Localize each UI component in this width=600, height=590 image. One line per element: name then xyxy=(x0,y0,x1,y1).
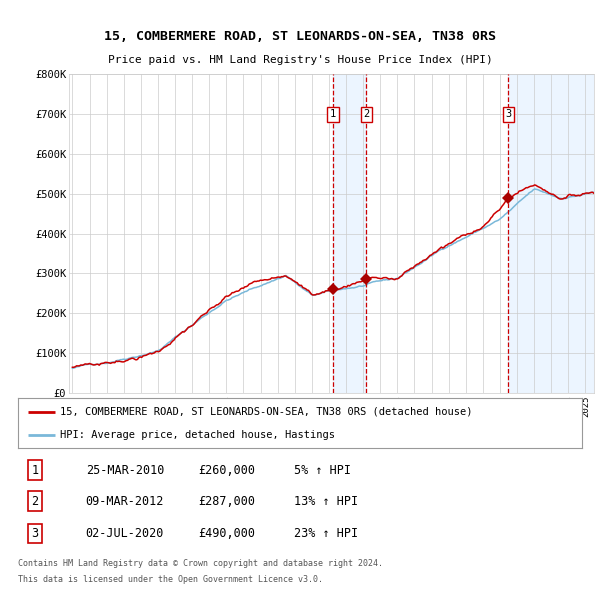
Text: 3: 3 xyxy=(31,527,38,540)
Text: This data is licensed under the Open Government Licence v3.0.: This data is licensed under the Open Gov… xyxy=(18,575,323,584)
Text: Contains HM Land Registry data © Crown copyright and database right 2024.: Contains HM Land Registry data © Crown c… xyxy=(18,559,383,568)
Text: 2: 2 xyxy=(363,109,370,119)
Text: £287,000: £287,000 xyxy=(198,494,255,508)
Text: 1: 1 xyxy=(31,464,38,477)
Text: 3: 3 xyxy=(505,109,512,119)
Text: 09-MAR-2012: 09-MAR-2012 xyxy=(86,494,164,508)
Text: 02-JUL-2020: 02-JUL-2020 xyxy=(86,527,164,540)
Text: 15, COMBERMERE ROAD, ST LEONARDS-ON-SEA, TN38 0RS: 15, COMBERMERE ROAD, ST LEONARDS-ON-SEA,… xyxy=(104,30,496,43)
Text: 15, COMBERMERE ROAD, ST LEONARDS-ON-SEA, TN38 0RS (detached house): 15, COMBERMERE ROAD, ST LEONARDS-ON-SEA,… xyxy=(60,407,473,417)
Bar xyxy=(333,74,367,393)
Text: 23% ↑ HPI: 23% ↑ HPI xyxy=(295,527,358,540)
Text: 5% ↑ HPI: 5% ↑ HPI xyxy=(295,464,352,477)
Text: HPI: Average price, detached house, Hastings: HPI: Average price, detached house, Hast… xyxy=(60,430,335,440)
Text: Price paid vs. HM Land Registry's House Price Index (HPI): Price paid vs. HM Land Registry's House … xyxy=(107,55,493,65)
Text: £490,000: £490,000 xyxy=(198,527,255,540)
Text: £260,000: £260,000 xyxy=(198,464,255,477)
Text: 25-MAR-2010: 25-MAR-2010 xyxy=(86,464,164,477)
Text: 13% ↑ HPI: 13% ↑ HPI xyxy=(295,494,358,508)
Text: 1: 1 xyxy=(330,109,336,119)
Text: 2: 2 xyxy=(31,494,38,508)
Bar xyxy=(508,74,594,393)
